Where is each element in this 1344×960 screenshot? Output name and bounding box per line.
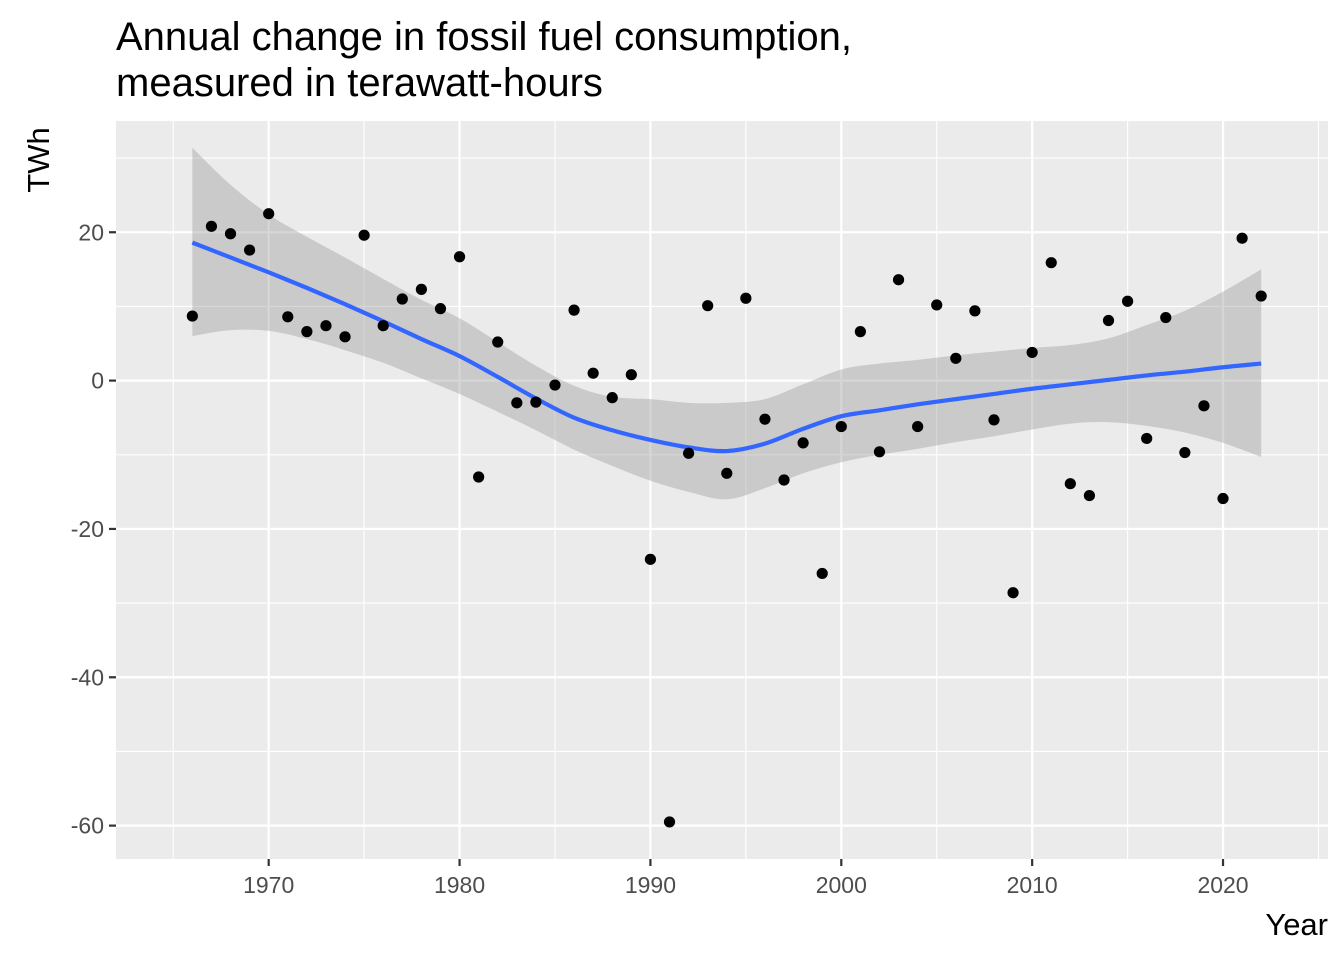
y-tick-label: -40 <box>71 664 104 690</box>
data-point <box>358 229 370 241</box>
x-tick-label: 1970 <box>243 872 294 898</box>
x-axis-title: Year <box>1265 907 1328 942</box>
data-point <box>492 336 504 348</box>
data-point <box>778 474 790 486</box>
data-point <box>434 303 447 315</box>
chart-title-line-1: Annual change in fossil fuel consumption… <box>116 15 852 59</box>
y-axis-title: TWh <box>21 127 56 192</box>
data-point <box>950 352 962 364</box>
data-point <box>339 331 351 343</box>
data-point <box>320 320 332 332</box>
data-point <box>263 208 275 220</box>
data-point <box>644 553 657 565</box>
data-point <box>1198 400 1210 412</box>
data-point <box>912 420 924 433</box>
data-point <box>282 311 294 323</box>
data-point <box>969 305 981 317</box>
data-point <box>1121 295 1134 307</box>
data-point <box>396 293 408 305</box>
grid-minor <box>116 121 1328 859</box>
data-point <box>1026 346 1038 359</box>
y-tick-label: 20 <box>78 219 104 245</box>
data-point <box>625 369 637 381</box>
smooth-layer <box>191 147 1262 500</box>
data-point <box>244 244 256 256</box>
x-tick-label: 2020 <box>1197 872 1248 898</box>
data-point <box>835 420 847 433</box>
data-point <box>1179 446 1191 459</box>
data-point <box>721 467 733 479</box>
data-point <box>568 304 580 316</box>
data-point <box>740 292 752 304</box>
smooth-line <box>191 240 1262 454</box>
data-point <box>1064 478 1076 490</box>
data-point <box>453 251 466 263</box>
data-point <box>1255 290 1267 302</box>
data-point <box>682 447 695 459</box>
x-tick-label: 2010 <box>1007 872 1058 898</box>
data-point <box>186 310 198 322</box>
data-point <box>1083 489 1096 502</box>
data-point <box>1236 232 1248 244</box>
data-point <box>511 397 523 409</box>
data-point <box>473 471 485 483</box>
data-point <box>663 816 676 828</box>
data-point <box>1217 492 1229 505</box>
data-point <box>797 437 809 449</box>
data-point <box>530 396 542 408</box>
plot-panel <box>116 121 1328 859</box>
y-tick-label: -20 <box>71 516 104 542</box>
data-point <box>854 326 866 338</box>
data-point <box>1045 257 1057 269</box>
data-point <box>873 446 886 458</box>
data-point <box>587 367 599 379</box>
data-point <box>377 320 389 332</box>
data-point <box>415 283 427 295</box>
data-point <box>931 299 943 311</box>
data-point <box>988 414 1000 426</box>
data-point <box>606 392 618 404</box>
data-point <box>205 220 218 232</box>
y-tick-label: 0 <box>91 368 104 394</box>
points-layer <box>186 208 1267 828</box>
x-tick-label: 2000 <box>816 872 867 898</box>
data-point <box>301 326 313 338</box>
data-point <box>702 300 714 312</box>
data-point <box>816 567 828 580</box>
chart-title-line-2: measured in terawatt-hours <box>116 61 603 105</box>
x-tick-label: 1980 <box>434 872 485 898</box>
y-tick-label: -60 <box>71 813 104 839</box>
data-point <box>1007 587 1019 599</box>
data-point <box>224 228 237 240</box>
data-point <box>759 413 771 425</box>
x-tick-label: 1990 <box>625 872 676 898</box>
confidence-band <box>192 147 1262 500</box>
data-point <box>1102 314 1115 327</box>
data-point <box>892 274 905 286</box>
data-point <box>1141 432 1153 445</box>
data-point <box>549 379 561 391</box>
grid-major <box>116 121 1328 859</box>
data-point <box>1160 311 1172 324</box>
